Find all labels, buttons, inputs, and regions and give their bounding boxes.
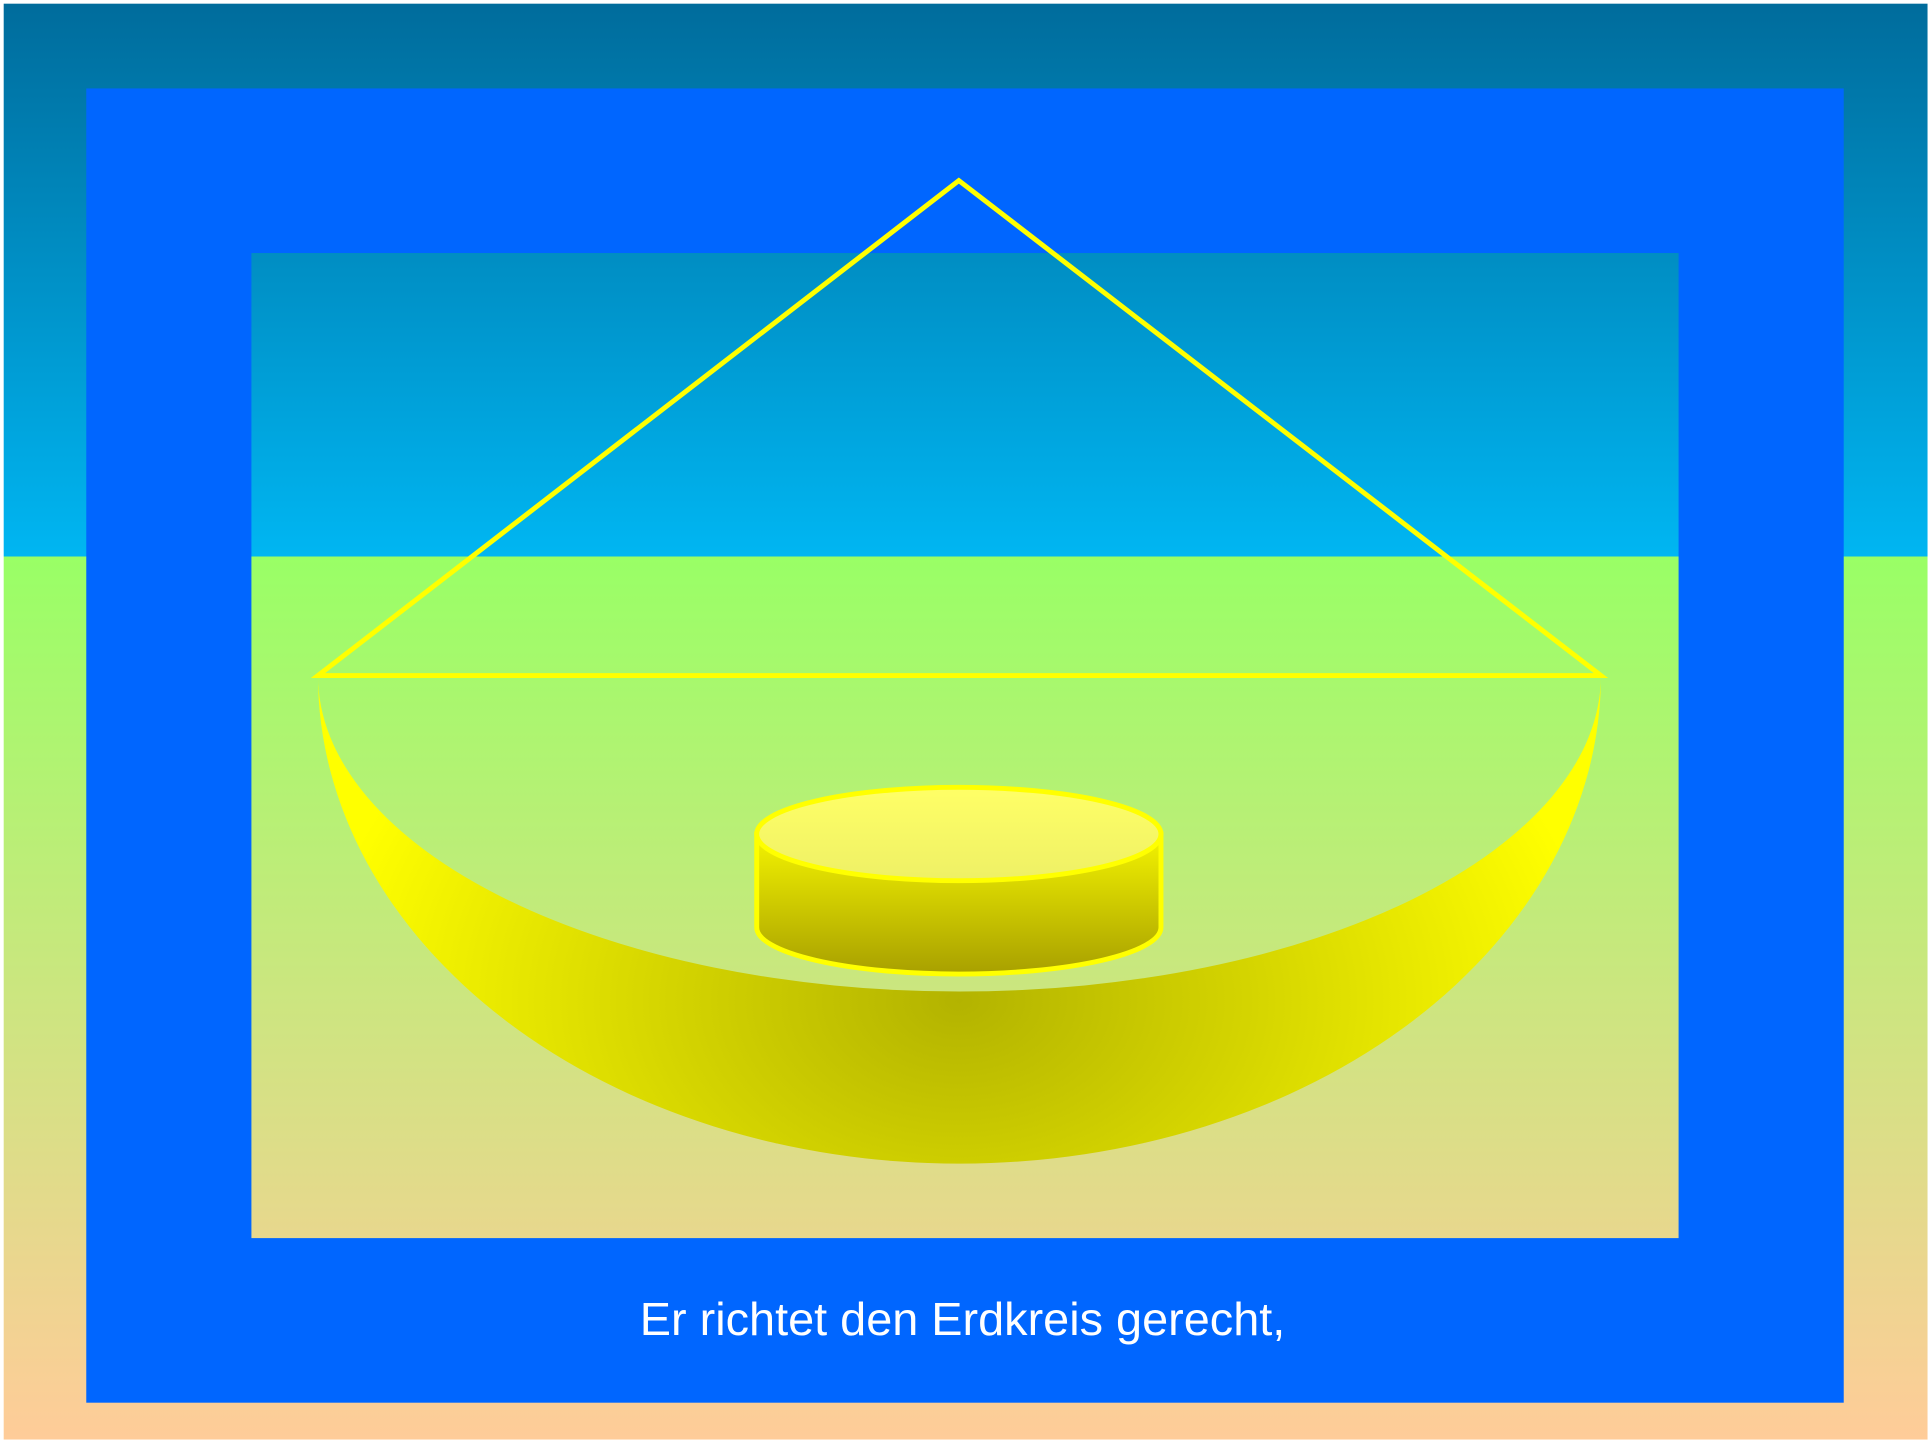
page: Er richtet den Erdkreis gerecht, (() => … — [0, 0, 1930, 1442]
caption: Er richtet den Erdkreis gerecht, — [640, 1293, 1285, 1345]
weight — [757, 787, 1161, 974]
scene: Er richtet den Erdkreis gerecht, — [0, 0, 1930, 1442]
